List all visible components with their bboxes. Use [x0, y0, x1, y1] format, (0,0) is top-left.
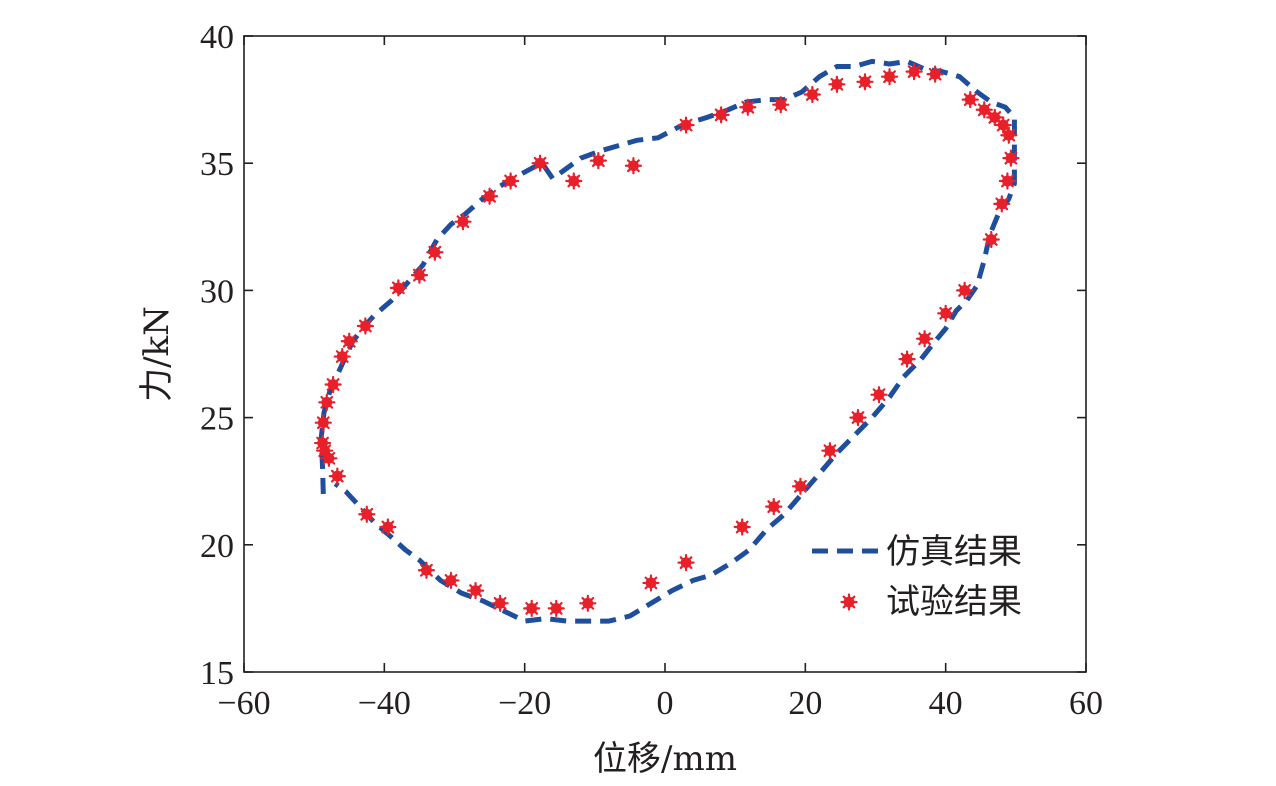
x-tick-label: −20 — [498, 685, 551, 722]
experiment-data-point — [417, 561, 436, 579]
experiment-data-point — [821, 442, 839, 460]
y-tick-label: 35 — [200, 146, 234, 183]
experiment-data-point — [333, 347, 351, 366]
experiment-data-point — [905, 63, 923, 81]
y-tick-label: 20 — [200, 528, 234, 565]
experiment-data-point — [589, 152, 607, 170]
experiment-data-point — [328, 467, 346, 485]
experiment-data-point — [712, 106, 730, 124]
experiment-data-point — [356, 317, 374, 335]
experiment-data-point — [828, 75, 846, 93]
experiment-data-point — [579, 594, 597, 612]
experiment-data-point — [547, 599, 565, 618]
experiment-data-point — [565, 172, 583, 190]
experiment-data-point — [982, 230, 1000, 249]
x-tick-label: 0 — [657, 685, 674, 722]
experiment-data-point — [733, 518, 751, 536]
experiment-data-point — [765, 498, 783, 516]
x-tick-label: 60 — [1069, 685, 1103, 722]
experiment-data-point — [956, 281, 974, 299]
experiment-data-point — [624, 157, 643, 175]
experiment-data-point — [993, 195, 1011, 213]
legend-exp-marker — [840, 593, 858, 611]
experiment-data-point — [1002, 149, 1020, 167]
experiment-data-point — [975, 101, 993, 119]
experiment-data-point — [998, 172, 1017, 190]
experiment-data-point — [491, 594, 509, 612]
experiment-data-point — [849, 409, 867, 427]
experiment-data-point — [410, 266, 429, 284]
x-tick-label: 40 — [929, 685, 963, 722]
experiment-data-point — [480, 187, 499, 205]
experiment-data-point — [531, 154, 549, 172]
x-axis: −60 −40 −20 0 20 40 60 — [217, 36, 1103, 722]
experiment-data-point — [466, 581, 485, 600]
experiment-data-point — [1000, 126, 1018, 144]
legend-exp-swatch — [840, 593, 858, 611]
experiment-data-point — [379, 518, 397, 536]
experiment-data-point — [677, 116, 695, 134]
y-tick-label: 15 — [200, 655, 234, 692]
experiment-data-point — [642, 574, 660, 592]
legend-sim-label: 仿真结果 — [886, 532, 1022, 572]
series-layer — [313, 58, 1020, 624]
simulation-series-line — [318, 58, 1017, 624]
experiment-data-point — [389, 279, 407, 297]
experiment-data-point — [791, 477, 810, 495]
y-tick-label: 30 — [200, 273, 234, 310]
experiment-data-point — [772, 96, 790, 114]
experiment-data-point — [739, 98, 757, 116]
legend-exp-label: 试验结果 — [886, 582, 1022, 622]
experiment-data-point — [870, 386, 888, 404]
experiment-data-point — [314, 414, 332, 432]
x-tick-label: −60 — [217, 685, 270, 722]
experiment-data-point — [803, 85, 821, 104]
experiment-data-point — [898, 350, 916, 368]
experiment-data-point — [502, 172, 520, 190]
experiment-data-point — [320, 449, 338, 467]
x-axis-title: 位移/mm — [593, 739, 737, 779]
experiment-data-point — [961, 90, 979, 109]
experiment-data-point — [442, 571, 460, 590]
experiment-data-point — [926, 65, 944, 83]
legend: 仿真结果 试验结果 — [812, 532, 1022, 622]
y-axis-title: 力/kN — [137, 306, 177, 402]
y-tick-label: 40 — [200, 19, 234, 56]
experiment-data-point — [358, 505, 376, 523]
experiment-data-point — [880, 68, 899, 86]
experiment-data-point — [937, 304, 955, 322]
x-tick-label: 20 — [788, 685, 822, 722]
experiment-data-point — [677, 554, 695, 572]
experiment-data-point — [856, 73, 874, 91]
y-axis: 15 20 25 30 35 40 — [200, 19, 1086, 692]
experiment-data-point — [340, 332, 358, 350]
y-tick-label: 25 — [200, 401, 234, 438]
experiment-data-point — [454, 213, 472, 231]
experiment-data-point — [324, 375, 342, 394]
x-tick-label: −40 — [358, 685, 411, 722]
experiment-data-point — [318, 393, 336, 411]
experiment-data-point — [523, 599, 541, 618]
experiment-data-point — [426, 243, 444, 261]
experiment-data-point — [916, 330, 934, 348]
experiment-data-point — [994, 116, 1012, 134]
